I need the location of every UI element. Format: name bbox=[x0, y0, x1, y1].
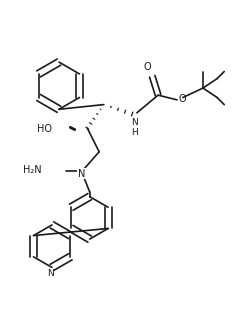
Text: N: N bbox=[78, 169, 85, 179]
Text: H₂N: H₂N bbox=[23, 165, 41, 175]
Text: N: N bbox=[47, 269, 54, 278]
Text: HO: HO bbox=[37, 124, 52, 134]
Text: O: O bbox=[144, 62, 151, 72]
Text: O: O bbox=[178, 94, 186, 104]
Text: N
H: N H bbox=[131, 118, 138, 137]
